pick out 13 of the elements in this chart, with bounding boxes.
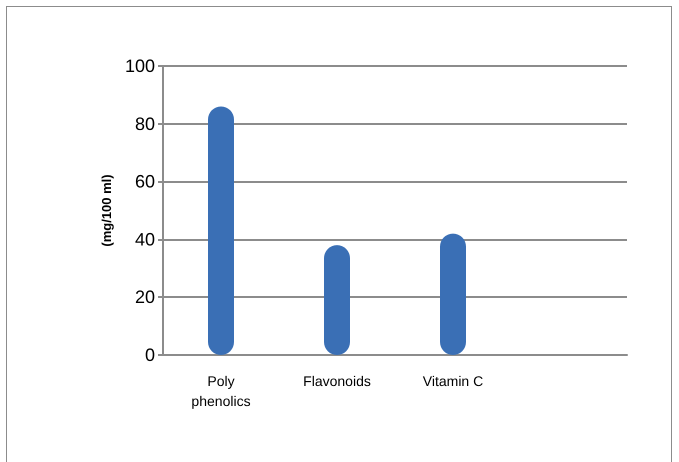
y-tick-label: 60 (134, 172, 155, 192)
y-tick-label: 0 (144, 345, 155, 365)
y-tick-label: 40 (134, 229, 155, 250)
x-tick-label: Vitamin C (422, 373, 484, 389)
x-tick-label: Poly phenolics (191, 373, 251, 409)
y-tick-label: 100 (124, 56, 155, 76)
bar (324, 245, 350, 355)
bar (440, 234, 466, 355)
y-axis-title: (mg/100 ml) (99, 174, 114, 247)
x-tick-label: Flavonoids (303, 373, 371, 389)
bar (208, 106, 234, 355)
y-tick-label: 20 (134, 287, 155, 308)
y-tick-label: 80 (134, 114, 155, 134)
